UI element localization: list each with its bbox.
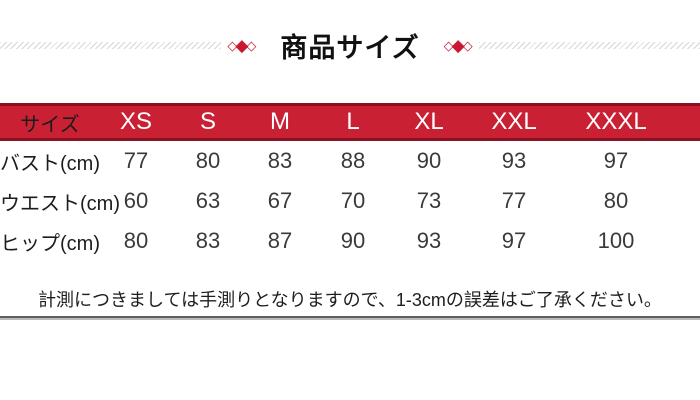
diamond-open-icon: ◇ <box>443 37 454 53</box>
column-header-xxl: XXL <box>468 103 560 141</box>
cell-value: 77 <box>123 148 149 173</box>
cell-value: 88 <box>340 148 366 173</box>
row-label-bust: バスト(cm) <box>0 152 100 175</box>
column-header-s: S <box>172 103 244 141</box>
page-title: 商品サイズ <box>280 32 420 63</box>
hatch-line-right <box>478 41 700 49</box>
cell-value: 90 <box>340 228 366 253</box>
column-header-size-label: サイズ <box>0 103 100 141</box>
cell-value: 97 <box>501 228 527 253</box>
row-label-hip: ヒップ(cm) <box>0 232 100 255</box>
hatch-line-left <box>0 41 222 49</box>
cell-value: 83 <box>267 148 293 173</box>
diamond-open-icon: ◇ <box>246 37 257 53</box>
cell-value: 67 <box>267 188 293 213</box>
cell-value: 73 <box>416 188 442 213</box>
cell-value: 60 <box>123 188 149 213</box>
table-row-hip: ヒップ(cm) 80 83 87 90 93 97 100 <box>0 221 700 261</box>
cell-value: 80 <box>123 228 149 253</box>
diamond-open-icon: ◇ <box>227 37 238 53</box>
column-header-xs: XS <box>100 103 172 141</box>
cell-value: 83 <box>195 228 221 253</box>
size-table: サイズ XS S M L XL XXL XXXL バスト(cm) 77 80 8… <box>0 103 700 261</box>
table-row-bust: バスト(cm) 77 80 83 88 90 93 97 <box>0 140 700 182</box>
section-header: ◇ ◆ ◇ 商品サイズ ◇ ◆ ◇ <box>0 30 700 63</box>
column-header-xl: XL <box>390 103 468 141</box>
size-table-header-row: サイズ XS S M L XL XXL XXXL <box>0 103 700 141</box>
ornament-right: ◇ ◆ ◇ <box>444 37 473 54</box>
table-row-waist: ウエスト(cm) 60 63 67 70 73 77 80 <box>0 181 700 221</box>
cell-value: 77 <box>501 188 527 213</box>
cell-value: 87 <box>267 228 293 253</box>
cell-value: 70 <box>340 188 366 213</box>
cell-value: 97 <box>603 148 629 173</box>
cell-value: 93 <box>416 228 442 253</box>
row-label-waist: ウエスト(cm) <box>0 192 120 215</box>
cell-value: 93 <box>501 148 527 173</box>
cell-value: 80 <box>603 188 629 213</box>
bottom-divider <box>0 316 700 320</box>
cell-value: 100 <box>597 228 635 253</box>
column-header-m: M <box>244 103 316 141</box>
cell-value: 80 <box>195 148 221 173</box>
column-header-l: L <box>316 103 390 141</box>
diamond-filled-icon: ◆ <box>451 35 465 55</box>
diamond-filled-icon: ◆ <box>235 35 249 55</box>
diamond-open-icon: ◇ <box>462 37 473 53</box>
column-header-xxxl: XXXL <box>560 103 700 141</box>
ornament-left: ◇ ◆ ◇ <box>227 37 256 54</box>
cell-value: 90 <box>416 148 442 173</box>
measurement-note: 計測につきましては手測りとなりますので、1-3cmの誤差はご了承ください。 <box>38 290 662 310</box>
cell-value: 63 <box>195 188 221 213</box>
